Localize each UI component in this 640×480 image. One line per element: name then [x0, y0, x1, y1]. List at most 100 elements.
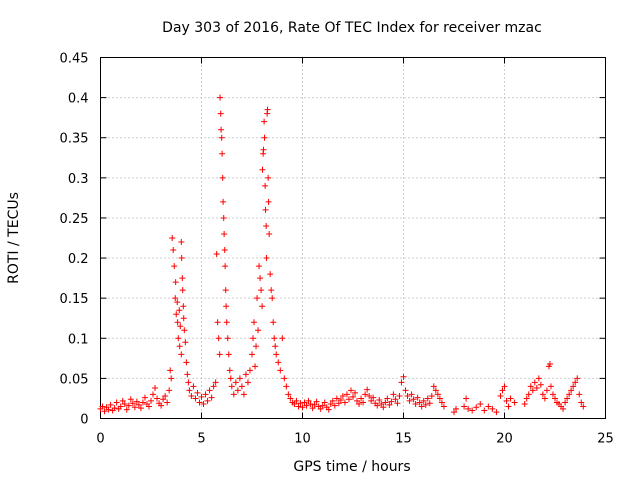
data-point: [222, 287, 229, 294]
x-tick-label: 5: [197, 432, 205, 447]
data-point: [287, 395, 294, 402]
data-point: [418, 403, 425, 410]
data-point: [206, 387, 213, 394]
data-point: [273, 351, 280, 358]
x-tick-label: 15: [395, 432, 412, 447]
data-point: [321, 399, 328, 406]
data-point: [158, 402, 165, 409]
data-point: [360, 399, 367, 406]
data-point: [133, 398, 140, 405]
data-point: [164, 399, 171, 406]
data-point: [152, 385, 159, 392]
data-point: [223, 303, 230, 310]
x-axis-title: GPS time / hours: [293, 459, 410, 475]
y-tick-label: 0.1: [68, 332, 89, 347]
data-point: [305, 397, 312, 404]
data-point: [222, 263, 229, 270]
data-point: [350, 393, 356, 400]
data-point: [226, 367, 233, 374]
data-point: [178, 351, 185, 358]
data-point: [264, 106, 271, 113]
data-point: [252, 363, 259, 370]
data-point: [178, 239, 185, 246]
data-point: [511, 399, 518, 406]
data-point: [572, 379, 579, 386]
x-tick-label: 10: [294, 432, 311, 447]
data-point: [225, 351, 232, 358]
data-point: [358, 395, 365, 402]
y-tick-label: 0.05: [60, 372, 89, 387]
data-point: [259, 166, 266, 173]
data-point: [216, 351, 223, 358]
data-point: [223, 319, 230, 326]
data-point: [212, 379, 219, 386]
data-point: [422, 401, 429, 408]
data-point: [451, 409, 457, 416]
data-point: [406, 397, 413, 404]
y-tick-label: 0: [80, 413, 88, 428]
data-point: [580, 403, 587, 410]
data-point: [562, 399, 569, 406]
data-point: [213, 251, 220, 258]
data-point: [574, 375, 581, 382]
data-point: [257, 275, 264, 282]
data-point: [221, 247, 228, 254]
data-point: [329, 397, 336, 404]
data-point: [537, 381, 544, 388]
data-point: [345, 396, 352, 403]
data-point: [141, 394, 148, 401]
data-point: [341, 399, 348, 406]
data-point: [368, 397, 375, 404]
data-point: [301, 399, 308, 406]
data-point: [185, 379, 192, 386]
data-point: [398, 379, 405, 386]
data-point: [220, 214, 227, 221]
data-point: [215, 335, 222, 342]
data-point: [194, 389, 201, 396]
data-point: [272, 343, 279, 350]
data-point: [154, 395, 161, 402]
data-point: [521, 401, 528, 408]
data-point: [386, 401, 393, 408]
data-point: [499, 387, 506, 394]
data-point: [260, 146, 267, 153]
data-point: [438, 399, 445, 406]
data-point: [113, 399, 120, 406]
data-point: [275, 359, 282, 366]
data-point: [253, 343, 260, 350]
data-point: [295, 403, 302, 410]
data-point: [325, 406, 332, 413]
data-point: [549, 391, 556, 398]
data-point: [256, 263, 263, 270]
data-point: [270, 319, 277, 326]
data-point: [219, 174, 226, 181]
data-point: [527, 383, 534, 390]
data-point: [196, 399, 203, 406]
data-point: [145, 403, 152, 410]
data-point: [428, 393, 435, 400]
data-point: [525, 391, 532, 398]
data-point: [218, 134, 225, 141]
data-point: [420, 397, 427, 404]
data-point: [465, 405, 472, 412]
data-point: [262, 206, 269, 213]
data-point: [547, 383, 554, 390]
data-point: [378, 401, 385, 408]
data-point: [176, 343, 183, 350]
data-point: [576, 391, 583, 398]
data-point: [180, 303, 187, 310]
data-point: [175, 335, 182, 342]
data-point: [107, 401, 114, 408]
data-point: [255, 327, 262, 334]
data-point: [374, 402, 381, 409]
data-point: [297, 400, 304, 407]
data-point: [424, 395, 431, 402]
data-point: [208, 394, 215, 401]
data-point: [266, 230, 273, 237]
data-point: [570, 383, 577, 390]
data-point: [228, 383, 235, 390]
y-tick-label: 0.35: [60, 132, 89, 147]
data-point: [181, 327, 188, 334]
data-point: [249, 351, 255, 358]
plot-frame: [100, 57, 606, 419]
